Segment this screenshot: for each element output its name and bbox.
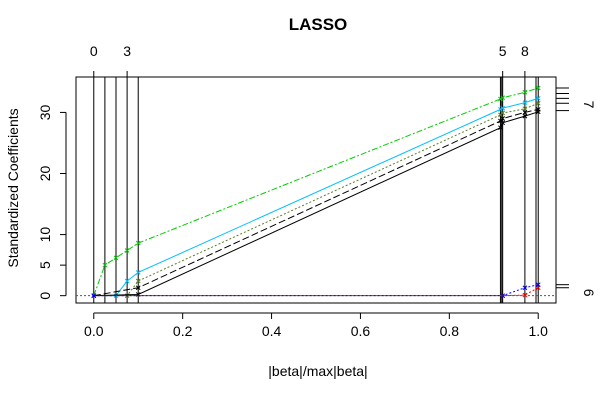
coef-point-3-1 <box>135 285 141 291</box>
coef-point-6-3 <box>535 282 541 288</box>
coef-point-2-4 <box>500 110 506 116</box>
coef-point-4-2 <box>498 125 503 131</box>
coef-point-1-1 <box>113 293 119 299</box>
y-tick-label-0: 0 <box>37 292 53 300</box>
coef-point-1-7 <box>535 96 541 101</box>
coef-path-1 <box>93 97 539 297</box>
coef-point-1-4 <box>498 107 503 112</box>
x-tick-label-2: 0.4 <box>262 323 282 339</box>
coef-point-0-1 <box>102 262 108 268</box>
coef-point-0-4 <box>135 240 141 246</box>
x-tick-label-5: 1.0 <box>528 323 548 339</box>
coef-point-4-5 <box>535 109 541 115</box>
coef-point-0-5 <box>498 96 503 102</box>
coef-path-6 <box>93 284 539 297</box>
coef-point-6-0 <box>91 293 97 299</box>
x-axis-label: |beta|/max|beta| <box>268 363 367 379</box>
y-tick-label-2: 10 <box>37 227 53 243</box>
coef-path-5 <box>93 287 539 297</box>
coef-path-0 <box>93 87 539 296</box>
coef-point-2-5 <box>522 106 528 112</box>
x-tick-label-0: 0.0 <box>84 323 104 339</box>
chart-title: LASSO <box>289 15 348 34</box>
right-tick-label-0: 6 <box>581 289 597 297</box>
coef-point-0-3 <box>124 248 130 253</box>
coef-path-4 <box>93 111 539 297</box>
coef-path-2 <box>93 102 539 297</box>
coef-point-2-2 <box>135 278 141 284</box>
top-tick-label-0: 0 <box>90 43 98 59</box>
coef-point-0-7 <box>522 89 528 95</box>
y-tick-label-4: 30 <box>37 104 53 120</box>
coef-point-1-6 <box>522 100 528 106</box>
coef-point-5-2 <box>522 292 528 298</box>
x-tick-label-4: 0.8 <box>440 323 460 339</box>
top-tick-label-1: 3 <box>123 43 131 59</box>
x-tick-label-3: 0.6 <box>351 323 371 339</box>
coef-point-1-5 <box>500 105 506 111</box>
coef-point-0-2 <box>113 255 119 261</box>
coef-point-2-6 <box>535 100 541 106</box>
coef-path-3 <box>93 108 539 297</box>
coef-point-1-3 <box>135 270 141 275</box>
top-tick-label-2: 5 <box>499 43 507 59</box>
plot-frame <box>75 76 557 304</box>
y-tick-label-1: 5 <box>37 261 53 269</box>
coef-point-3-4 <box>522 110 528 115</box>
coef-point-4-4 <box>522 113 528 119</box>
coef-point-0-6 <box>500 95 506 101</box>
coef-point-0-8 <box>535 85 541 91</box>
top-tick-label-3: 8 <box>521 43 529 59</box>
x-tick-label-1: 0.2 <box>173 323 193 339</box>
y-axis-label: Standardized Coefficients <box>5 108 21 267</box>
coef-point-3-3 <box>500 116 506 121</box>
coef-point-6-1 <box>500 293 506 299</box>
coef-point-4-3 <box>500 120 506 126</box>
coef-point-1-2 <box>124 278 130 284</box>
coef-point-6-2 <box>522 285 528 291</box>
y-tick-label-3: 20 <box>37 166 53 182</box>
right-tick-label-1: 7 <box>581 101 597 109</box>
